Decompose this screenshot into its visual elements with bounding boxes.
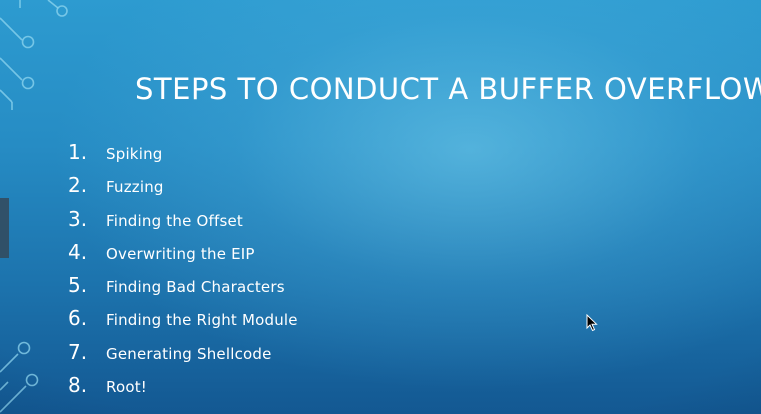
step-label: Root! (106, 378, 147, 397)
slide-title: STEPS TO CONDUCT A BUFFER OVERFLOW (135, 72, 761, 107)
circuit-decoration-bottom-icon (0, 341, 39, 413)
step-label: Finding the Right Module (106, 311, 298, 330)
list-item-bad-characters: 5. Finding Bad Characters (68, 273, 298, 306)
step-number: 5. (68, 273, 88, 298)
step-number: 1. (68, 140, 88, 164)
list-item-overwriting-eip: 4. Overwriting the EIP (68, 240, 298, 273)
step-label: Generating Shellcode (106, 344, 272, 363)
step-label: Fuzzing (106, 178, 164, 197)
side-panel-tab[interactable] (0, 198, 9, 258)
list-item-spiking: 1. Spiking (68, 140, 298, 173)
list-item-finding-offset: 3. Finding the Offset (68, 207, 298, 240)
mouse-pointer-icon (586, 314, 598, 332)
circuit-decoration-top-icon (0, 0, 68, 110)
step-number: 7. (68, 339, 88, 364)
list-item-generating-shellcode: 7. Generating Shellcode (68, 340, 298, 373)
step-number: 2. (68, 173, 88, 198)
list-item-fuzzing: 2. Fuzzing (68, 173, 298, 206)
list-item-right-module: 6. Finding the Right Module (68, 306, 298, 339)
step-label: Spiking (106, 145, 163, 163)
step-number: 3. (68, 206, 88, 231)
step-label: Finding Bad Characters (106, 278, 285, 297)
steps-list: 1. Spiking 2. Fuzzing 3. Finding the Off… (68, 140, 298, 406)
step-number: 6. (68, 306, 88, 331)
step-label: Finding the Offset (106, 211, 243, 230)
step-number: 4. (68, 239, 88, 264)
list-item-root: 8. Root! (68, 373, 298, 406)
step-label: Overwriting the EIP (106, 244, 255, 263)
step-number: 8. (68, 373, 88, 398)
